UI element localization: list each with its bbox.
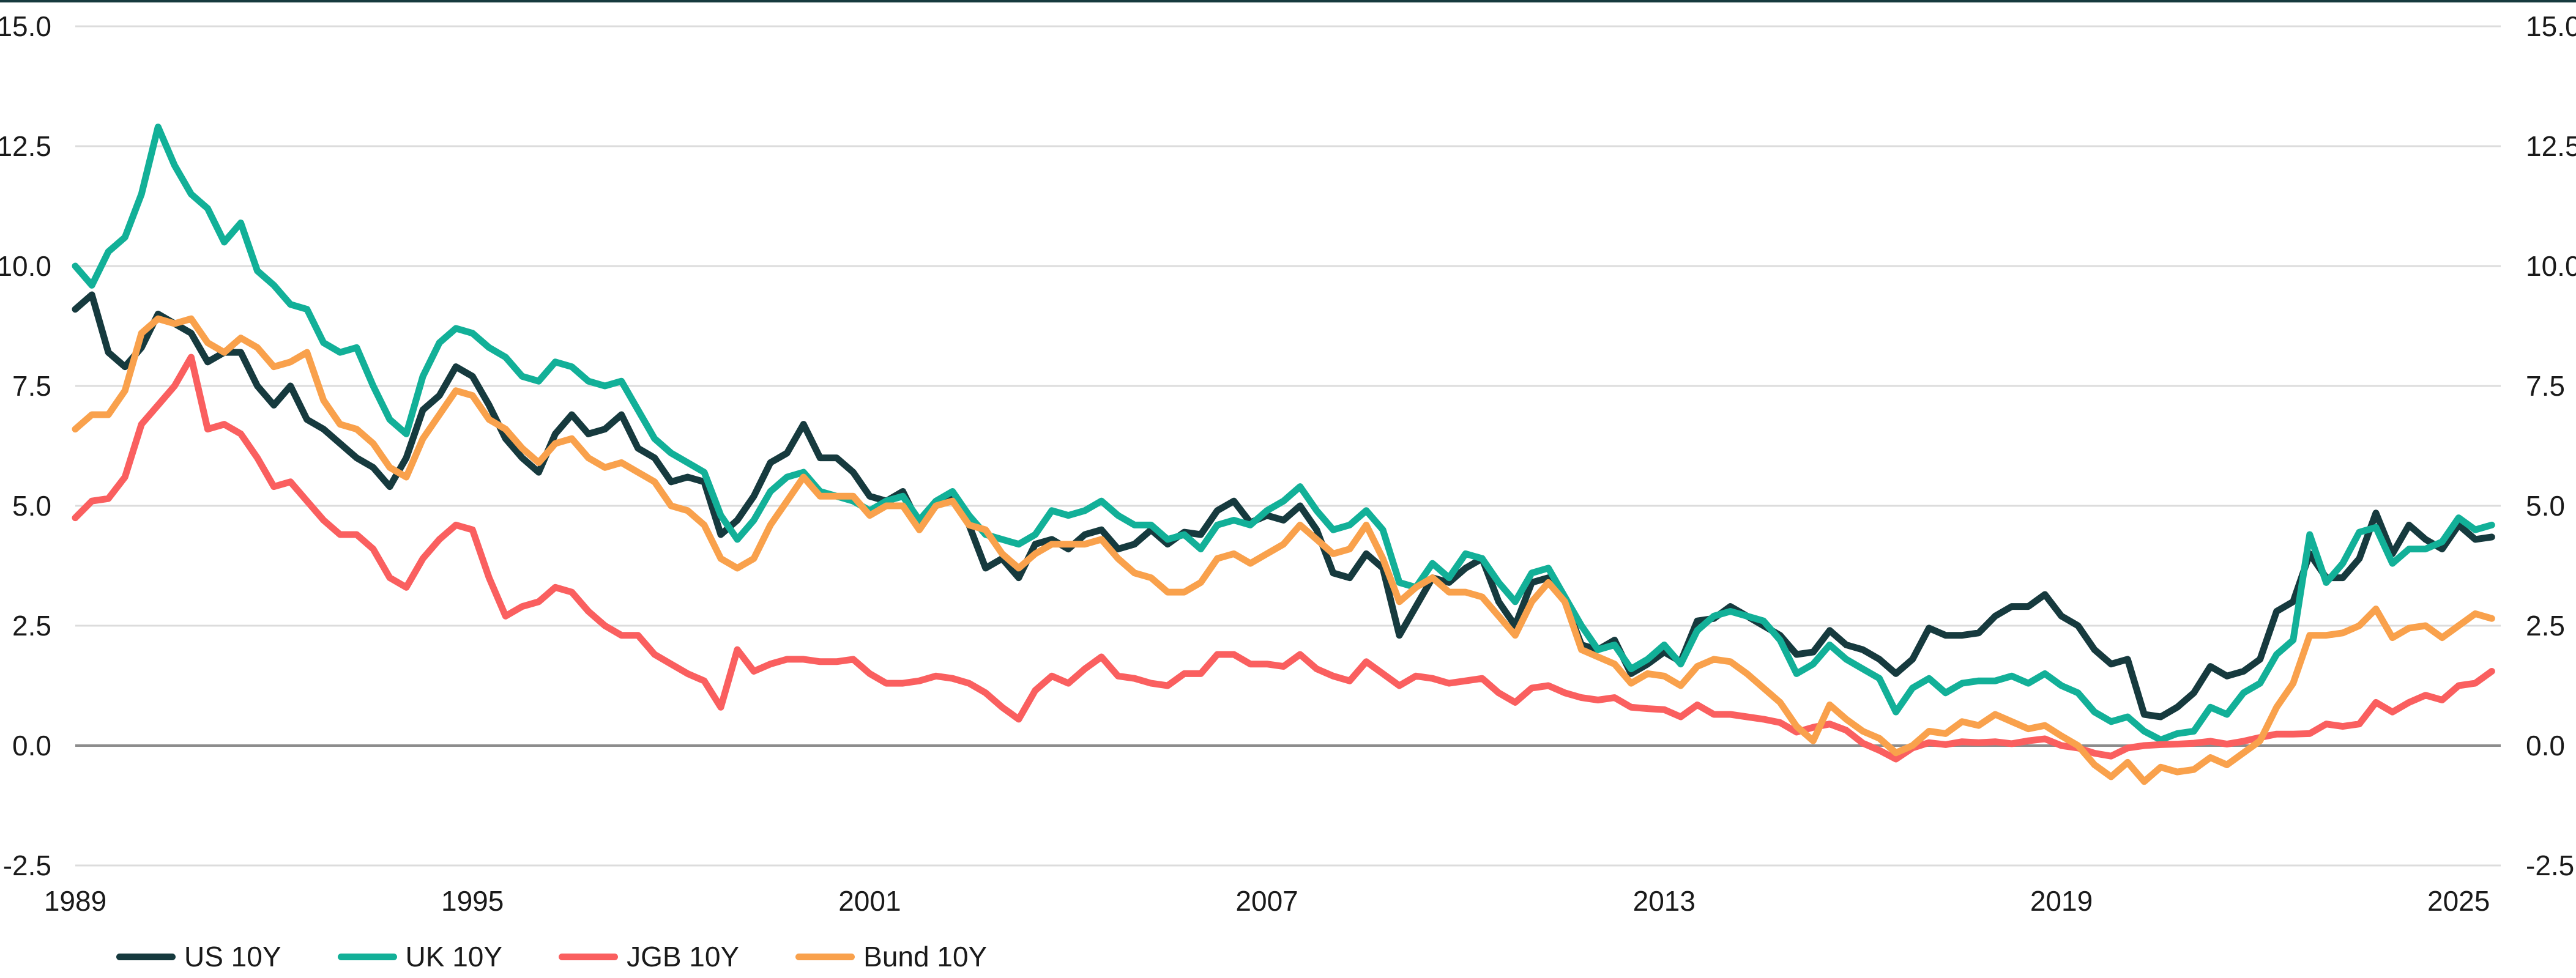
x-axis-tick: 2013 [1633,885,1696,917]
x-axis-tick: 2001 [838,885,901,917]
series-line-jgb-10y [72,354,2495,763]
y-axis-right-tick: -2.5 [2526,850,2574,881]
series-line-us-10y [72,291,2495,721]
y-axis-right-tick: 15.0 [2526,10,2576,42]
y-axis-right-tick: 7.5 [2526,370,2565,402]
legend-item-bund-10y: Bund 10Y [795,941,987,972]
legend-label: Bund 10Y [863,941,988,972]
top-border-bar [0,0,2576,2]
y-axis-right-tick: 2.5 [2526,610,2565,642]
legend-item-jgb-10y: JGB 10Y [559,941,739,972]
x-axis-tick: 1995 [441,885,504,917]
us-10y-swatch-icon [116,953,176,960]
y-axis-left-tick: 2.5 [12,610,51,642]
uk-10y-swatch-icon [337,953,397,960]
legend-item-uk-10y: UK 10Y [337,941,503,972]
x-axis-tick: 2025 [2427,885,2490,917]
y-axis-left-tick: 7.5 [12,370,51,402]
x-axis-tick: 1989 [44,885,106,917]
legend-item-us-10y: US 10Y [116,941,281,972]
jgb-10y-swatch-icon [559,953,619,960]
y-axis-left-tick: 10.0 [0,250,51,282]
series-line-uk-10y [72,124,2495,744]
y-axis-right-tick: 10.0 [2526,250,2576,282]
y-axis-left-tick: 0.0 [12,730,51,761]
y-axis-right-tick: 0.0 [2526,730,2565,761]
y-axis-left-tick: 12.5 [0,130,51,162]
legend: US 10Y UK 10Y JGB 10Y Bund 10Y [116,941,987,972]
series-line-bund-10y [72,315,2495,785]
x-axis-tick: 2007 [1235,885,1298,917]
legend-label: JGB 10Y [627,941,740,972]
y-axis-left-tick: 5.0 [12,490,51,522]
x-axis-tick: 2019 [2030,885,2093,917]
y-axis-left-tick: 15.0 [0,10,51,42]
y-axis-left-tick: -2.5 [3,850,51,881]
legend-label: UK 10Y [405,941,503,972]
legend-label: US 10Y [184,941,281,972]
bund-10y-swatch-icon [795,953,855,960]
y-axis-right-tick: 12.5 [2526,130,2576,162]
y-axis-right-tick: 5.0 [2526,490,2565,522]
